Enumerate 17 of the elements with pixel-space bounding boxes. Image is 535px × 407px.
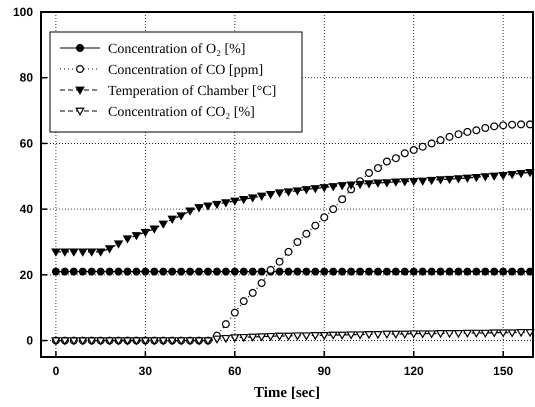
x-axis-title: Time [sec] — [254, 385, 320, 401]
x-tick-label: 90 — [318, 364, 332, 378]
legend-label: Concentration of CO₂ [%] — [108, 105, 255, 120]
x-tick-label: 30 — [138, 364, 152, 378]
legend-label: Concentration of CO [ppm] — [108, 63, 264, 78]
y-tick-label: 40 — [20, 202, 34, 216]
y-tick-label: 80 — [20, 70, 34, 85]
legend-label: Temperation of Chamber [°C] — [108, 84, 276, 99]
x-tick-label: 0 — [52, 364, 60, 378]
x-tick-label: 120 — [404, 364, 424, 378]
x-tick-label: 60 — [228, 364, 242, 378]
y-tick-label: 100 — [12, 5, 34, 19]
x-tick-label: 150 — [493, 364, 514, 378]
y-tick-label: 20 — [20, 268, 34, 282]
legend-label: Concentration of O₂ [%] — [108, 42, 246, 57]
y-tick-label: 60 — [20, 136, 34, 150]
y-tick-label: 0 — [26, 334, 34, 348]
